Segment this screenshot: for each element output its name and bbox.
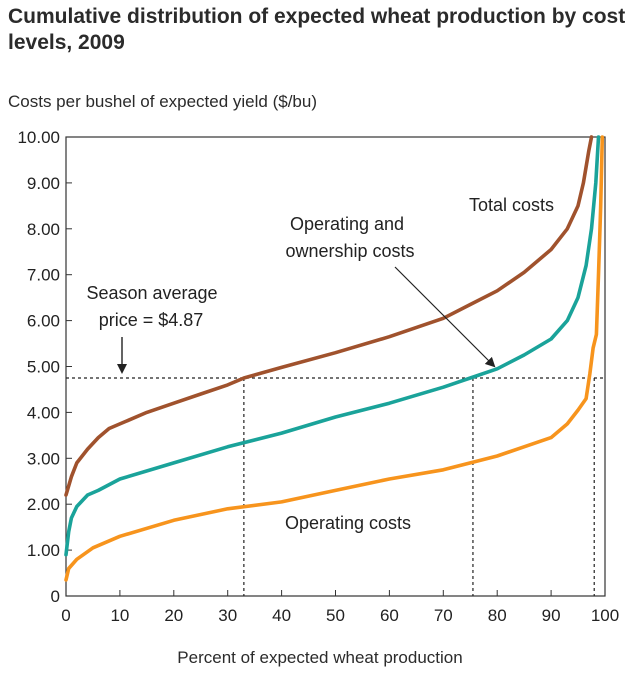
operating-ownership-arrow	[394, 266, 496, 368]
x-tick-label: 80	[488, 606, 507, 625]
y-tick-label: 3.00	[27, 449, 60, 468]
y-tick-label: 4.00	[27, 403, 60, 422]
x-tick-label: 100	[591, 606, 619, 625]
operating-costs-label: Operating costs	[285, 513, 411, 533]
x-tick-label: 40	[272, 606, 291, 625]
x-tick-label: 10	[110, 606, 129, 625]
y-tick-label: 5.00	[27, 358, 60, 377]
series-line	[64, 135, 605, 582]
y-axis-label: Costs per bushel of expected yield ($/bu…	[8, 92, 318, 111]
x-tick-label: 20	[164, 606, 183, 625]
x-tick-label: 90	[542, 606, 561, 625]
chart-title: Cumulative distribution of expected whea…	[8, 5, 626, 54]
y-tick-label: 8.00	[27, 220, 60, 239]
total-costs-label: Total costs	[469, 195, 554, 215]
x-tick-label: 50	[326, 606, 345, 625]
y-tick-label: 0	[51, 587, 60, 606]
x-tick-label: 70	[434, 606, 453, 625]
x-tick-label: 30	[218, 606, 237, 625]
series-line	[64, 135, 601, 557]
y-tick-label: 1.00	[27, 541, 60, 560]
operating-ownership-label-1: Operating and	[290, 214, 404, 234]
y-tick-label: 6.00	[27, 312, 60, 331]
y-tick-label: 7.00	[27, 266, 60, 285]
season-average-label-1: Season average	[86, 283, 217, 303]
x-axis-label: Percent of expected wheat production	[177, 648, 463, 667]
y-tick-label: 10.00	[17, 128, 60, 147]
series-line	[64, 135, 594, 497]
season-average-label-2: price = $4.87	[99, 310, 204, 330]
x-tick-label: 60	[380, 606, 399, 625]
y-tick-label: 2.00	[27, 495, 60, 514]
operating-ownership-label-2: ownership costs	[285, 241, 414, 261]
x-tick-label: 0	[61, 606, 70, 625]
y-tick-label: 9.00	[27, 174, 60, 193]
